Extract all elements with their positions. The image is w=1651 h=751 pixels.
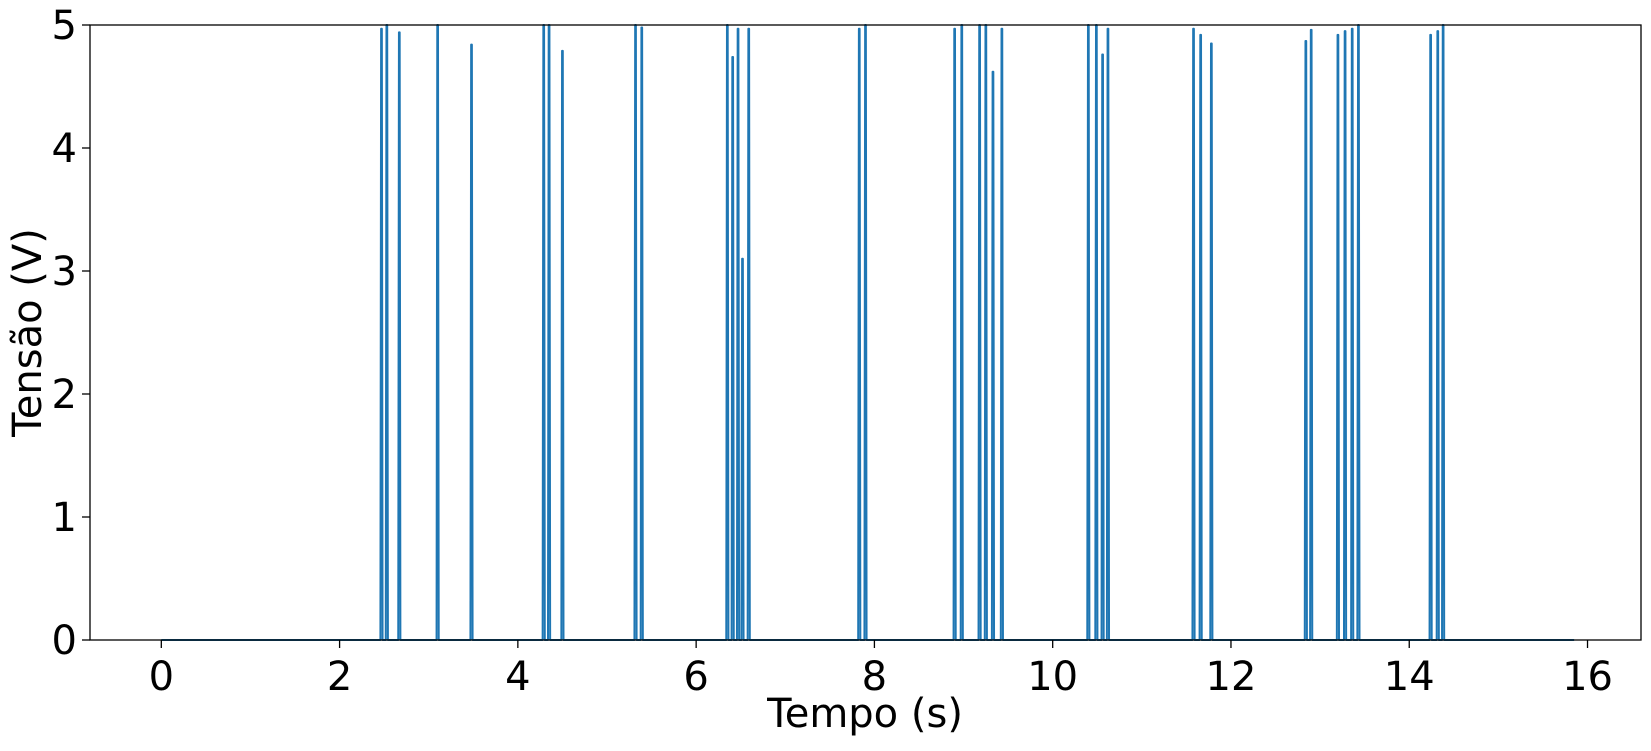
y-axis-ticks: 0 1 2 3 4 5 [52,3,90,664]
y-tick-label: 2 [52,372,77,418]
y-tick-label: 3 [52,249,77,295]
x-tick-label: 6 [683,654,708,700]
x-tick-label: 14 [1384,654,1435,700]
x-axis-ticks: 0 2 4 6 8 10 12 14 16 [149,640,1613,700]
x-tick-label: 2 [327,654,352,700]
y-tick-label: 0 [52,618,77,664]
x-tick-label: 12 [1206,654,1257,700]
x-tick-label: 16 [1562,654,1613,700]
y-axis-label: Tensão (V) [5,228,51,438]
y-tick-label: 4 [52,126,77,172]
y-tick-label: 5 [52,3,77,49]
y-tick-label: 1 [52,495,77,541]
x-axis-label: Tempo (s) [766,691,963,737]
x-tick-label: 4 [505,654,530,700]
x-tick-label: 10 [1027,654,1078,700]
x-tick-label: 0 [149,654,174,700]
plot-frame [89,24,1642,641]
x-tick-label: 8 [862,654,887,700]
